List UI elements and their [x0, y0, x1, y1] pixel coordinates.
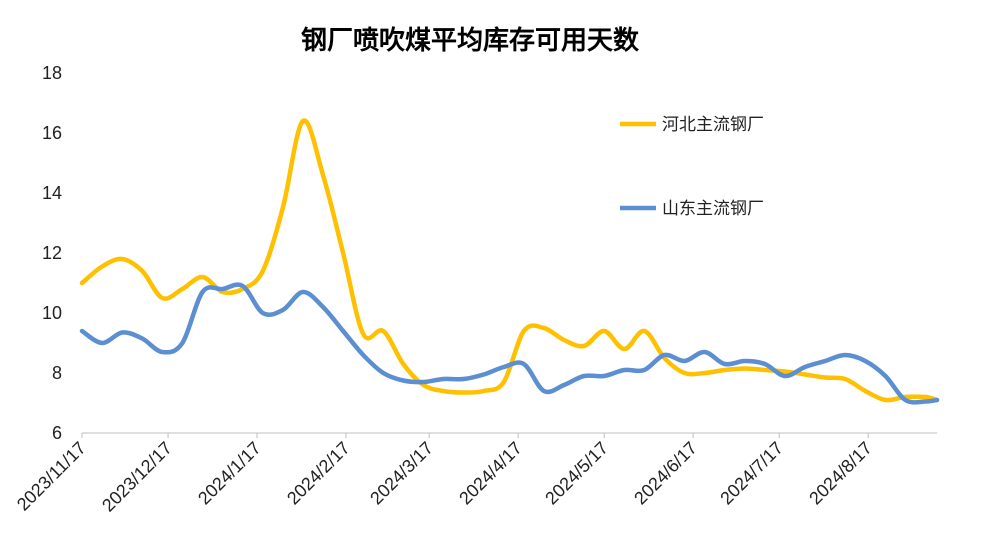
x-tick-label: 2024/1/17 [194, 438, 265, 509]
x-tick-label: 2023/11/17 [13, 438, 90, 515]
y-tick-label: 8 [52, 363, 62, 383]
y-tick-label: 10 [42, 303, 62, 323]
y-tick-label: 16 [42, 123, 62, 143]
x-tick-label: 2024/4/17 [455, 438, 526, 509]
x-tick-label: 2024/7/17 [716, 438, 787, 509]
x-tick-label: 2024/5/17 [541, 438, 612, 509]
x-axis-ticks: 2023/11/17 2023/12/17 2024/1/17 2024/2/17 20… [13, 433, 876, 516]
y-tick-label: 18 [42, 63, 62, 83]
x-tick-label: 2024/8/17 [805, 438, 876, 509]
y-tick-label: 12 [42, 243, 62, 263]
chart-title: 钢厂喷吹煤平均库存可用天数 [300, 26, 639, 56]
y-tick-label: 6 [52, 423, 62, 443]
series-line-2 [79, 282, 940, 405]
legend-label: 河北主流钢厂 [662, 115, 764, 135]
legend-label: 山东主流钢厂 [662, 199, 764, 219]
series-line-1 [79, 118, 940, 403]
series-lines [79, 118, 940, 405]
x-tick-label: 2024/6/17 [630, 438, 701, 509]
x-tick-label: 2024/2/17 [283, 438, 354, 509]
x-tick-label: 2024/3/17 [366, 438, 437, 509]
y-tick-label: 14 [42, 183, 62, 203]
y-axis-ticks: 6 8 10 12 14 16 18 [42, 63, 62, 443]
x-tick-label: 2023/12/17 [98, 438, 176, 516]
